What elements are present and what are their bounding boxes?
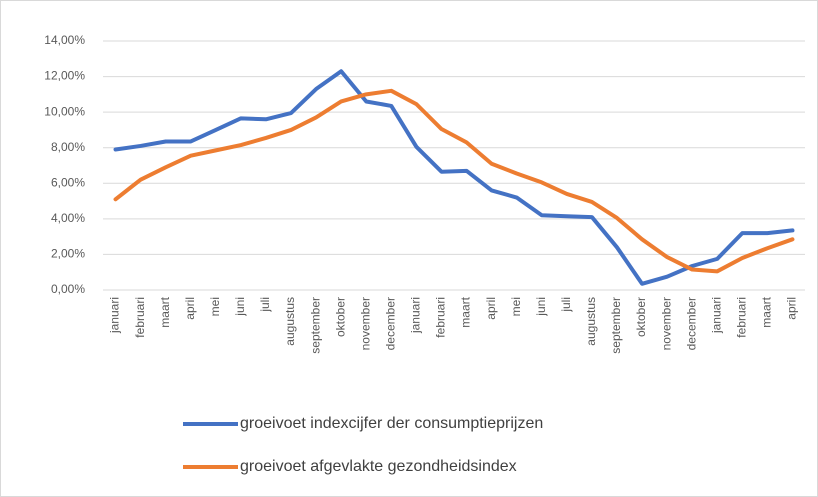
x-tick-label: november [358,297,372,350]
y-tick-label: 14,00% [44,33,85,47]
x-tick-label: juni [233,297,247,317]
x-tick-label: maart [459,296,473,327]
x-tick-label: augustus [283,297,297,346]
series-line [113,88,795,274]
x-tick-label: april [484,297,498,320]
x-tick-label: mei [208,297,222,316]
x-tick-label: september [308,297,322,354]
legend-label: groeivoet afgevlakte gezondheidsindex [240,458,517,475]
y-tick-label: 2,00% [51,247,85,261]
x-tick-label: januari [108,297,122,334]
x-tick-label: augustus [584,297,598,346]
x-tick-label: april [785,297,799,320]
x-tick-label: januari [709,297,723,334]
series-line [113,69,795,286]
x-tick-label: mei [509,297,523,316]
x-tick-label: maart [158,296,172,327]
x-tick-label: januari [409,297,423,334]
x-tick-label: december [383,297,397,350]
x-tick-label: juli [258,297,272,313]
x-tick-label: maart [760,296,774,327]
y-tick-label: 8,00% [51,140,85,154]
x-tick-label: september [609,297,623,354]
x-tick-label: oktober [634,297,648,337]
legend-label: groeivoet indexcijfer der consumptieprij… [240,415,543,432]
x-tick-label: oktober [333,297,347,337]
x-tick-label: februari [434,297,448,338]
x-tick-label: februari [133,297,147,338]
x-tick-label: februari [734,297,748,338]
x-tick-label: juni [534,297,548,317]
x-tick-label: december [684,297,698,350]
y-tick-label: 12,00% [44,69,85,83]
y-tick-label: 6,00% [51,175,85,189]
y-tick-label: 4,00% [51,211,85,225]
x-tick-label: juli [559,297,573,313]
y-tick-label: 0,00% [51,282,85,296]
y-tick-label: 10,00% [44,104,85,118]
x-tick-label: november [659,297,673,350]
x-tick-label: april [183,297,197,320]
